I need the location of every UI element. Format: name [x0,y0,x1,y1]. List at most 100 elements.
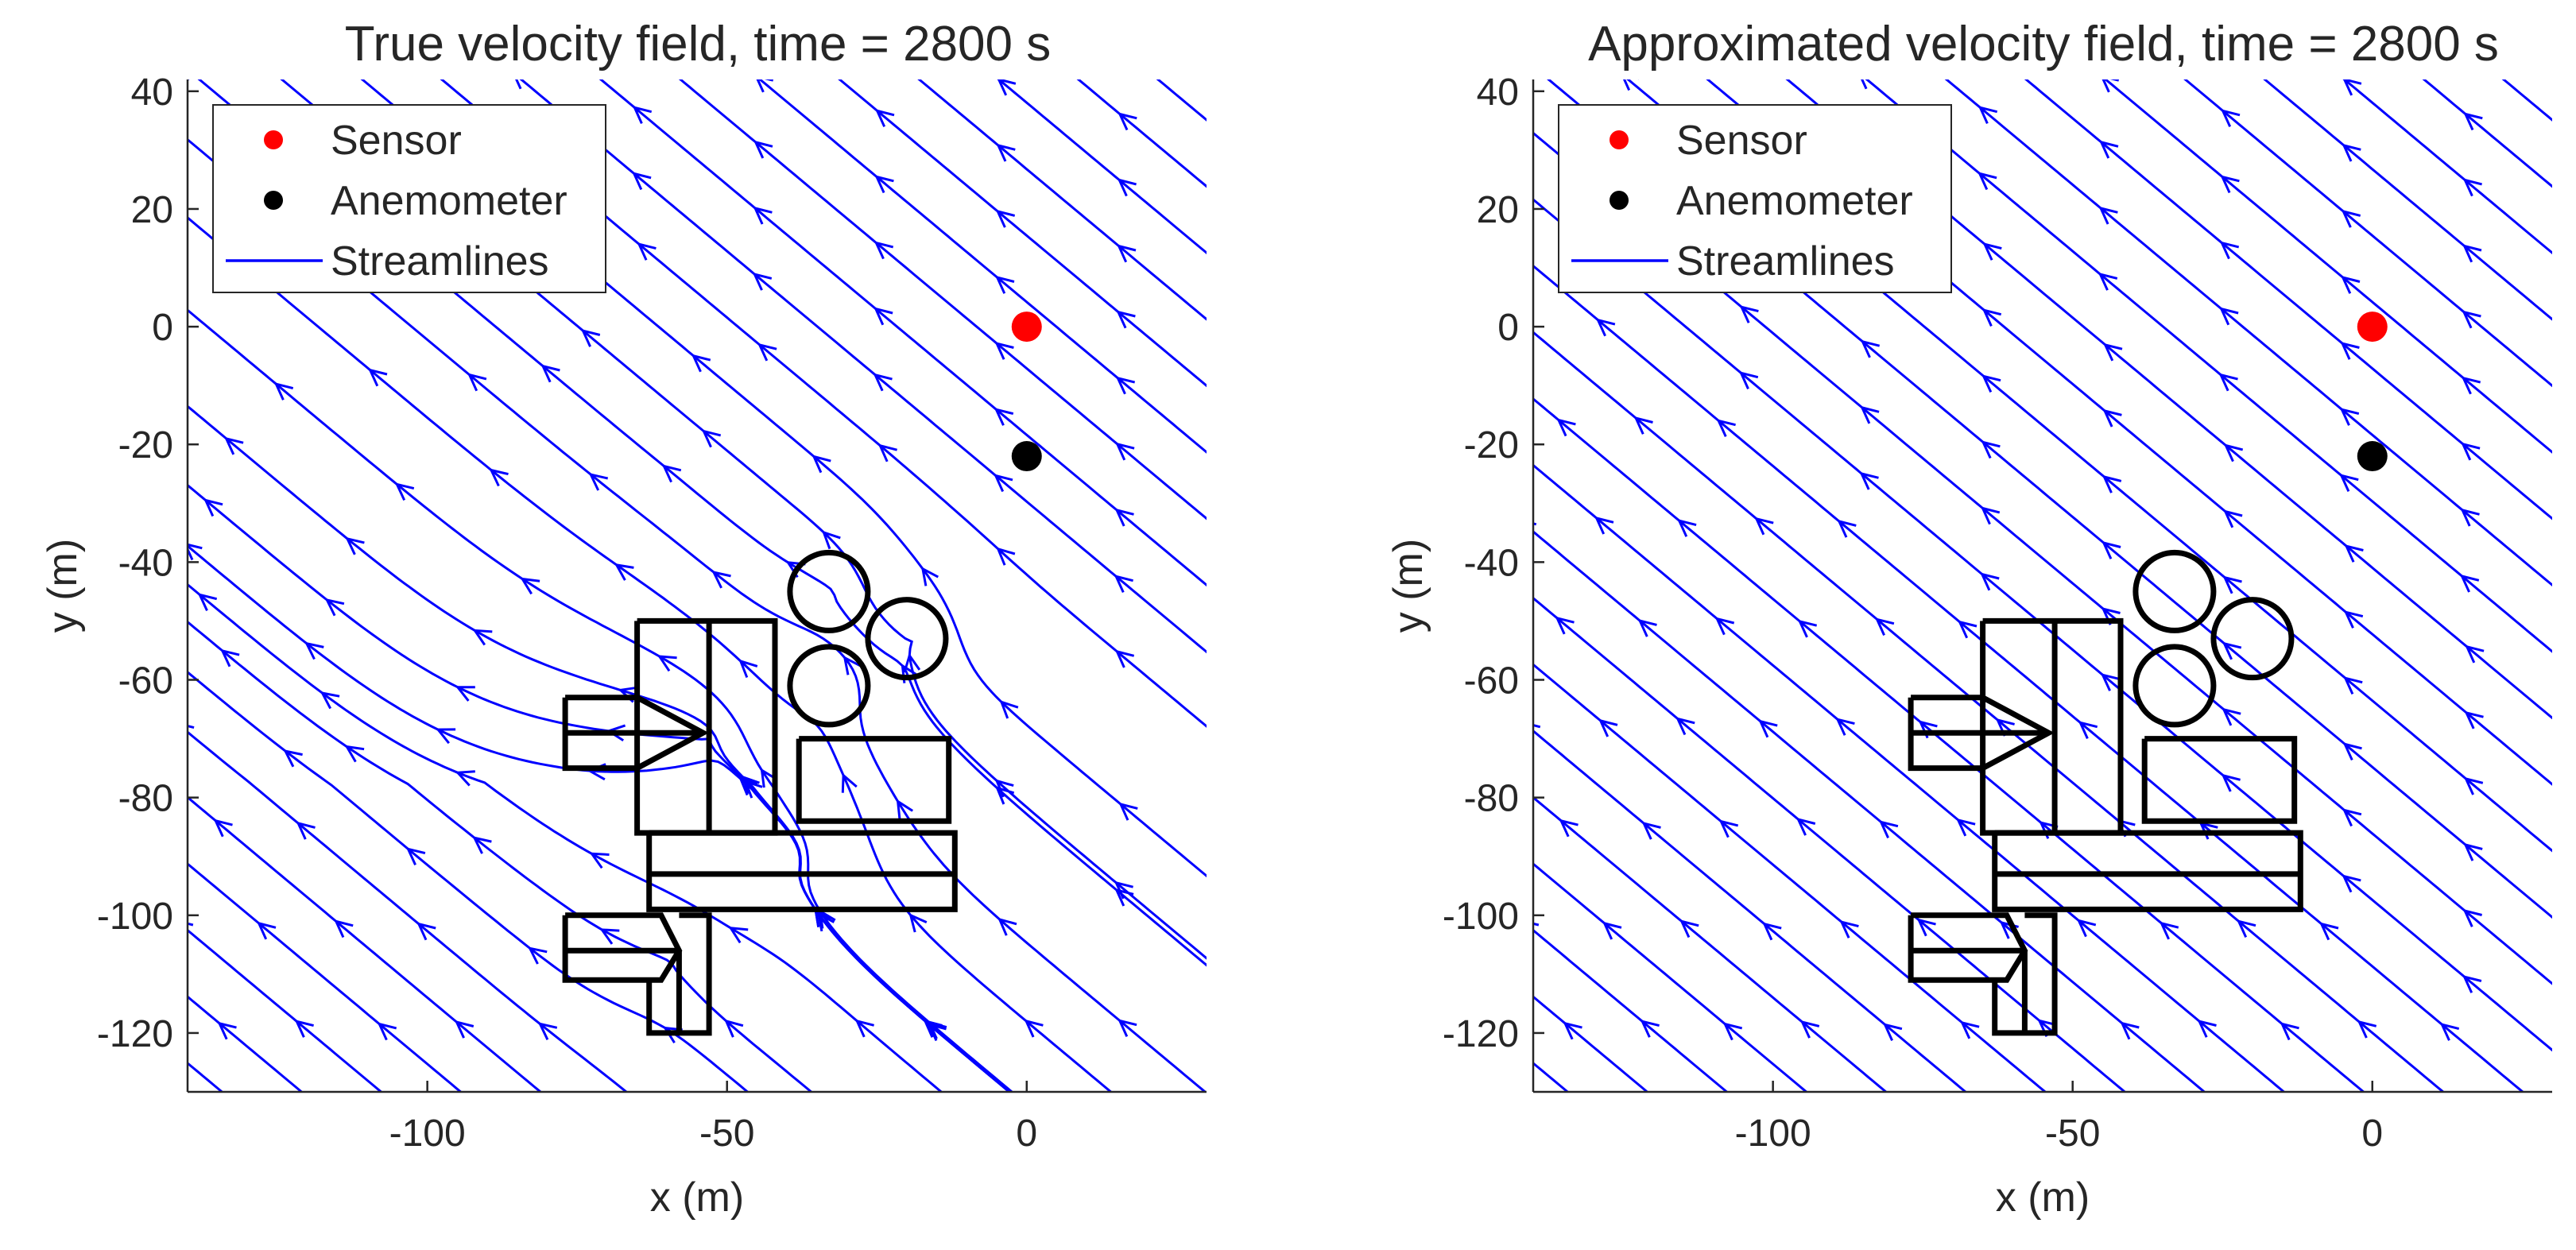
streamline-arrow [874,307,893,326]
tank-outline [787,644,871,728]
legend: Sensor Anemometer Streamlines [212,104,606,293]
streamline-arrow [1622,79,1639,91]
streamline-arrow [188,543,203,561]
streamline-arrow [2218,373,2238,392]
x-tick-label: 0 [1016,1113,1037,1155]
streamline [1533,795,1888,1092]
streamline-arrow [454,1020,475,1039]
streamline [188,928,383,1092]
streamline-arrow [1718,819,1739,838]
tank-outline [2132,549,2217,633]
streamline-arrow [2222,575,2242,594]
x-tick-label: -100 [389,1113,466,1155]
streamline-arrow [1839,919,1859,938]
streamline [1533,530,2206,1092]
streamline-arrow [1563,1021,1582,1040]
legend: Sensor Anemometer Streamlines [1558,104,1952,293]
streamline-arrow [2100,673,2121,691]
x-tick-label: -50 [699,1113,754,1155]
streamline-arrow [2078,721,2098,740]
streamline [838,79,1207,388]
streamline-arrow [757,342,777,362]
streamline-arrow [874,241,894,260]
streamline-arrow [2280,1022,2299,1041]
streamline-arrow [1679,919,1699,938]
legend-streamlines-label: Streamlines [1676,238,1895,284]
streamline-arrow [997,79,1017,96]
streamline-arrow [2219,307,2239,326]
streamline [188,995,304,1092]
streamline-arrow [2463,842,2483,861]
streamline [1533,198,2552,1052]
streamline [1156,79,1207,122]
streamline [2103,79,2552,454]
streamline-arrow [999,700,1019,719]
building-outline [562,695,709,772]
legend-sensor-marker [1610,130,1629,149]
streamline [2024,79,2552,521]
streamline-arrow [1860,405,1880,424]
streamline-arrow [2357,1020,2377,1039]
streamline-arrow [2099,140,2119,159]
streamline-arrow [1555,616,1575,635]
streamline-arrow [472,629,493,646]
y-tick-label: -100 [97,896,173,938]
streamline-arrow [2342,874,2361,893]
streamline-arrow [2103,342,2123,362]
streamline-arrow [632,106,653,125]
y-tick-label: -120 [97,1013,173,1055]
streamline-arrow [1595,318,1616,337]
streamline-arrow [2342,143,2361,162]
streamline-arrow [812,455,831,474]
streamline-arrow [1956,818,1976,837]
streamline-arrow [273,381,294,401]
streamline [1533,596,2127,1092]
streamline-arrow [217,1021,237,1040]
streamline-arrow [2120,1021,2140,1040]
y-tick-label: 40 [1477,72,1519,114]
streamline-arrow [2197,1019,2217,1038]
streamline-arrow [2459,574,2480,593]
y-axis-label: y (m) [40,539,86,633]
streamline-arrow [2221,773,2241,792]
streamline-arrow [2340,341,2360,360]
y-tick-label: 40 [131,72,173,114]
streamline [188,582,943,1092]
streamline-arrow [527,946,548,965]
streamline-arrow [1115,376,1136,395]
streamline-arrow [2463,112,2483,131]
streamline-arrow [753,140,773,159]
streamline-arrow [896,799,914,819]
streamline-arrow [2076,919,2097,938]
streamline-arrow [854,1019,874,1038]
y-tick-label: -100 [1443,896,1519,938]
streamline-arrow [995,275,1015,294]
tank-outline [2210,597,2295,681]
streamline-arrow [927,1020,947,1039]
streamline-arrow [2343,610,2364,629]
x-axis-label: x (m) [650,1175,744,1221]
streamline-arrow [589,852,610,869]
tank-outline [2132,644,2217,728]
streamline-arrow [1981,374,2001,393]
streamline-arrow [874,109,895,128]
streamline-arrow [324,598,345,617]
streamline [188,620,813,1092]
streamline-arrow [2462,908,2482,927]
streamline-arrow [2439,1022,2460,1041]
streamline [2422,79,2552,188]
building-outline [1992,912,2058,1036]
streamline [188,862,463,1092]
legend-anemometer-marker [1610,191,1629,210]
streamline-arrow [599,928,620,945]
streamline-arrow [2219,241,2240,260]
streamline-arrow [220,648,240,668]
streamline-arrow [1556,418,1576,437]
streamline-arrow [2463,776,2484,795]
streamline-arrow [2102,408,2122,428]
streamline-arrow [537,1022,558,1040]
streamline-arrow [994,779,1014,798]
panel-title: True velocity field, time = 2800 s [345,17,1052,72]
streamline-arrow [345,536,365,555]
